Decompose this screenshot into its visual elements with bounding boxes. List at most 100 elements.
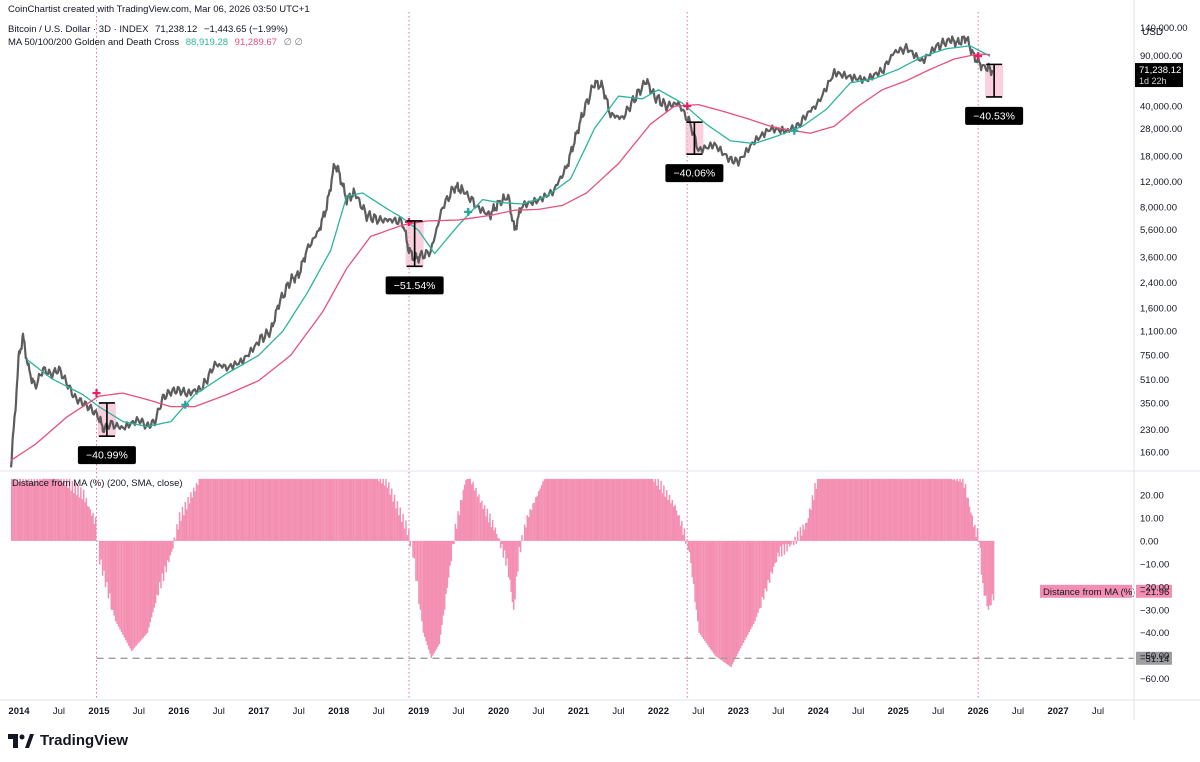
distance-bar	[899, 478, 902, 541]
distance-bar	[46, 478, 48, 541]
distance-bar	[514, 540, 516, 600]
symbol-name[interactable]: Bitcoin / U.S. Dollar · 3D · INDEX	[8, 24, 149, 35]
distance-bar	[465, 479, 467, 541]
distance-bar	[505, 540, 507, 566]
distance-bar	[33, 478, 36, 541]
distance-bar	[592, 478, 594, 541]
tradingview-logo[interactable]: TradingView	[8, 732, 128, 749]
distance-bar	[297, 478, 300, 541]
price-change: −1,443.65 (−1.99%)	[203, 24, 288, 35]
distance-bar	[911, 478, 914, 541]
distance-bar	[827, 478, 830, 541]
distance-bar	[275, 478, 277, 541]
distance-bar	[371, 478, 373, 541]
distance-bar	[546, 478, 549, 541]
distance-bar	[30, 478, 33, 541]
distance-bar	[70, 490, 72, 541]
distance-bar	[53, 478, 55, 541]
distance-histogram: −51.14 Distance from MA (%) −21.96	[10, 478, 1172, 668]
distance-bar	[600, 478, 603, 541]
distance-bar	[143, 540, 146, 637]
price-axis-tick-label: 750.00	[1140, 351, 1169, 362]
distance-bar	[780, 540, 783, 557]
created-line: CoinChartist created with TradingView.co…	[8, 4, 314, 15]
distance-bar	[644, 478, 647, 541]
distance-bar	[100, 540, 102, 560]
distance-bar	[130, 540, 133, 652]
distance-bar	[795, 540, 798, 544]
oscillator-axis-tick-label: −50.00	[1140, 651, 1169, 662]
distance-bar	[254, 478, 257, 541]
distance-bar	[279, 478, 282, 541]
distance-bar	[987, 540, 990, 610]
last-price-tag	[1135, 63, 1183, 88]
distance-bar	[161, 540, 164, 574]
distance-bar	[303, 478, 305, 541]
distance-bar	[183, 515, 185, 541]
distance-bar	[22, 478, 24, 541]
distance-bar	[445, 540, 447, 594]
distance-bar	[412, 540, 414, 558]
distance-bar	[418, 540, 420, 604]
distance-bar	[497, 537, 499, 541]
ma-indicator-name[interactable]: MA 50/100/200 Golden and Death Cross	[8, 37, 180, 48]
oscillator-axis-tick-label: −60.00	[1140, 674, 1169, 685]
distance-bar	[392, 501, 394, 541]
distance-bar	[763, 540, 765, 600]
distance-bar	[430, 540, 433, 658]
distance-bar	[247, 478, 250, 541]
distance-bar	[660, 480, 662, 541]
cross-markers	[92, 52, 983, 409]
last-price-tag-text: 71,238.12	[1139, 65, 1181, 76]
distance-bar	[450, 540, 453, 562]
distance-bar	[563, 478, 565, 541]
distance-bar	[639, 478, 641, 541]
distance-bar	[141, 540, 143, 640]
distance-bar	[674, 504, 676, 541]
distance-bar	[40, 479, 43, 541]
distance-bar	[964, 483, 967, 541]
price-axis-tick-label: 3,600.00	[1140, 252, 1177, 263]
distance-bar	[677, 515, 679, 541]
distance-bar	[457, 511, 459, 541]
distance-bar	[625, 478, 627, 541]
distance-bar	[975, 536, 977, 541]
time-axis-label: Jul	[532, 706, 544, 717]
distance-bar	[771, 540, 774, 574]
distance-bar	[120, 540, 123, 633]
distance-bar	[172, 540, 174, 549]
distance-bar	[260, 478, 262, 541]
distance-bar	[239, 478, 241, 541]
distance-bar	[962, 478, 964, 541]
distance-bar	[872, 478, 874, 541]
distance-bar	[818, 478, 820, 541]
distance-bar	[775, 540, 778, 563]
distance-bar	[614, 478, 616, 541]
time-axis-label: 2019	[408, 706, 429, 717]
distance-bar	[611, 478, 614, 541]
distance-bar	[796, 531, 799, 541]
distance-bar	[593, 478, 596, 541]
distance-bar	[819, 478, 822, 541]
distance-bar	[51, 478, 54, 541]
distance-bar	[812, 499, 815, 541]
distance-bar	[413, 540, 416, 559]
golden-cross-marker	[464, 207, 473, 216]
distance-bar	[658, 489, 661, 541]
time-axis-label: 2020	[488, 706, 509, 717]
distance-bar	[873, 478, 875, 541]
distance-bar	[968, 506, 971, 541]
distance-bar	[58, 479, 61, 541]
distance-bar	[219, 478, 222, 541]
price-axis-tick-label: 18,000.00	[1140, 152, 1182, 163]
distance-bar	[738, 540, 740, 652]
distance-bar	[525, 527, 527, 541]
distance-bar	[195, 483, 198, 541]
distance-bar	[493, 530, 495, 541]
distance-bar	[338, 478, 341, 541]
minimum-line-tag-text: −51.14	[1140, 654, 1169, 665]
distance-bar	[415, 540, 417, 581]
distance-bar	[932, 478, 935, 541]
distance-bar	[165, 540, 168, 573]
distance-bar	[85, 497, 88, 541]
